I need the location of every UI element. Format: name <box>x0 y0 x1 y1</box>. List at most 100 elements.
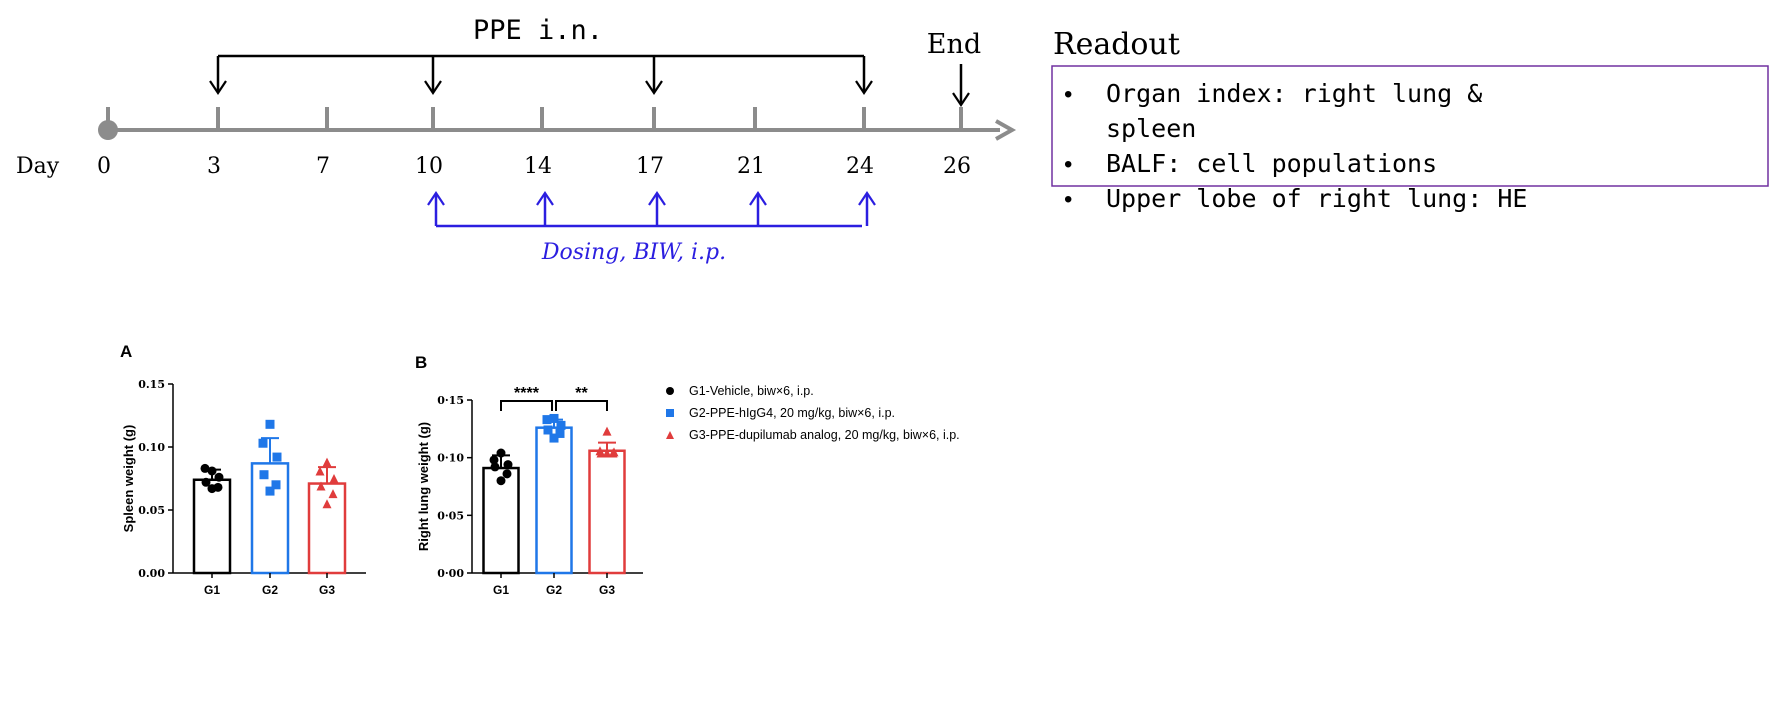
bar <box>535 426 573 575</box>
data-point <box>549 433 559 443</box>
bar-group-g2 <box>250 419 290 575</box>
readout-item-text: spleen <box>1106 114 1196 143</box>
timeline-day-label: 14 <box>524 154 552 179</box>
ppe-instillation-schedule: PPE i.n. <box>209 15 873 95</box>
bracket-line <box>555 400 608 411</box>
data-point <box>328 489 338 499</box>
readout-bullet: • <box>1064 81 1072 108</box>
ppe-arrow-head <box>209 80 227 95</box>
y-tick-label: 0·00 <box>437 567 464 580</box>
x-tick-label: G3 <box>599 583 615 597</box>
data-point <box>322 499 332 509</box>
legend-marker-circle <box>666 387 674 395</box>
timeline-day-label: 0 <box>97 154 111 179</box>
y-axis-label: Right lung weight (g) <box>416 422 431 551</box>
data-point <box>503 460 513 470</box>
end-marker: End <box>927 29 981 107</box>
ppe-label: PPE i.n. <box>473 15 603 46</box>
readout-item-text: BALF: cell populations <box>1106 149 1437 178</box>
y-tick-label: 0·05 <box>437 509 464 522</box>
x-tick-label: G2 <box>262 583 278 597</box>
y-tick-label: 0·10 <box>437 452 464 465</box>
dosing-schedule: Dosing, BIW, i.p. <box>427 191 876 265</box>
bar-group-g1 <box>482 448 520 575</box>
end-arrow-head <box>952 92 970 107</box>
bracket-line <box>500 400 553 411</box>
y-axis-label: Spleen weight (g) <box>121 425 136 533</box>
readout-item-text: Organ index: right lung & <box>1106 79 1482 108</box>
bar-group-g3 <box>307 457 347 575</box>
day-axis-label: Day <box>16 154 60 179</box>
y-tick-label: 0.05 <box>138 504 165 517</box>
readout-item-text: Upper lobe of right lung: HE <box>1106 184 1527 213</box>
data-point <box>489 455 499 465</box>
chart-panel-b: B 0·00 0·05 0·10 0·15 Right lung weight (g) G1… <box>415 353 643 597</box>
legend-label: G3-PPE-dupilumab analog, 20 mg/kg, biw×6… <box>689 428 960 442</box>
data-point <box>608 448 618 458</box>
ppe-arrow-head <box>424 80 442 95</box>
legend-label: G1-Vehicle, biw×6, i.p. <box>689 384 814 398</box>
panel-letter: A <box>120 342 132 361</box>
dosing-arrow-head <box>648 191 666 206</box>
y-tick-label: 0·15 <box>437 394 464 407</box>
legend-marker-triangle <box>666 431 674 439</box>
dosing-arrow-head <box>749 191 767 206</box>
x-tick-label: G3 <box>319 583 335 597</box>
data-point <box>555 428 565 438</box>
timeline: Day 0 3 7 10 14 17 21 24 26 PPE i.n. End Dosing, BIW… <box>16 15 1017 265</box>
bar-group-g1 <box>192 463 232 575</box>
bar-group-g2 <box>535 413 573 575</box>
timeline-day-label: 26 <box>943 154 971 179</box>
data-point <box>543 425 553 435</box>
timeline-day-label: 3 <box>207 154 221 179</box>
significance-bracket: ** <box>555 385 608 411</box>
timeline-axis-arrowhead <box>995 119 1017 141</box>
panel-letter: B <box>415 353 427 372</box>
legend-marker-square <box>666 409 674 417</box>
y-tick-label: 0.00 <box>138 567 165 580</box>
chart-panel-a: A 0.00 0.05 0.10 0.15 Spleen weight (g) G1 G2 G3 <box>120 342 366 597</box>
data-point <box>201 477 211 487</box>
bar <box>307 482 347 575</box>
data-point <box>322 457 332 467</box>
data-point <box>259 470 269 480</box>
data-point <box>200 463 210 473</box>
timeline-day-label: 17 <box>636 154 664 179</box>
timeline-day-label: 24 <box>846 154 874 179</box>
bar <box>588 449 626 575</box>
dosing-label: Dosing, BIW, i.p. <box>541 240 726 265</box>
readout-bullet: • <box>1064 186 1072 213</box>
data-point <box>496 476 506 486</box>
data-point <box>496 448 506 458</box>
data-point <box>207 484 217 494</box>
significance-bracket: **** <box>500 385 553 411</box>
significance-label: **** <box>514 385 540 402</box>
chart-legend: G1-Vehicle, biw×6, i.p. G2-PPE-hIgG4, 20 … <box>666 384 960 442</box>
significance-label: ** <box>575 385 588 402</box>
dosing-arrow-head <box>427 191 445 206</box>
data-point <box>549 413 559 423</box>
data-point <box>272 452 282 462</box>
readout-box <box>1051 65 1769 187</box>
y-tick-label: 0.15 <box>138 378 165 391</box>
end-label: End <box>927 29 981 60</box>
x-tick-label: G1 <box>493 583 509 597</box>
bar <box>250 462 290 575</box>
data-point <box>265 419 275 429</box>
readout-panel: Readout • Organ index: right lung & spleen •… <box>1051 27 1769 213</box>
data-point <box>316 481 326 491</box>
data-point <box>315 466 325 476</box>
readout-title: Readout <box>1053 27 1180 62</box>
y-tick-label: 0.10 <box>138 441 165 454</box>
timeline-day-label: 21 <box>737 154 765 179</box>
data-point <box>214 472 224 482</box>
timeline-day-label: 7 <box>316 154 330 179</box>
readout-bullet: • <box>1064 151 1072 178</box>
dosing-arrow-head <box>858 191 876 206</box>
legend-entry: G1-Vehicle, biw×6, i.p. <box>666 384 814 398</box>
data-point <box>556 420 566 430</box>
bar <box>192 478 232 575</box>
dosing-arrow-head <box>536 191 554 206</box>
x-tick-label: G1 <box>204 583 220 597</box>
